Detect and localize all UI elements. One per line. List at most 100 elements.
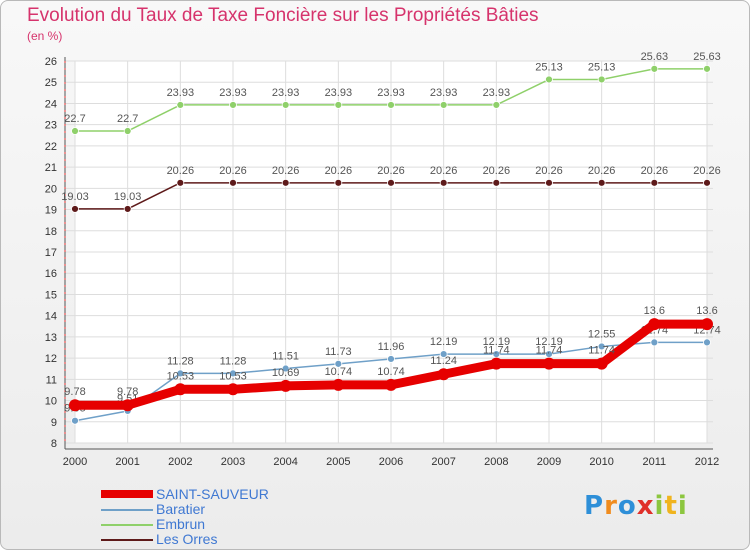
data-label-saint-sauveur: 11.74	[536, 345, 563, 357]
chart-legend: SAINT-SAUVEUR Baratier Embrun Les Orres	[101, 487, 321, 547]
data-label-saint-sauveur: 9.78	[64, 386, 85, 398]
data-label-baratier: 11.51	[272, 351, 299, 363]
data-point-saint-sauveur	[69, 399, 81, 412]
x-tick-label: 2005	[326, 456, 350, 468]
data-point-baratier	[545, 350, 553, 358]
y-tick-label: 17	[45, 247, 57, 259]
data-label-embrun: 25.13	[535, 61, 563, 73]
logo-letter: x	[636, 491, 655, 521]
data-point-baratier	[597, 342, 606, 351]
data-point-les-orres	[176, 178, 185, 187]
legend-label-saint-sauveur: SAINT-SAUVEUR	[156, 486, 269, 502]
data-point-les-orres	[545, 178, 553, 187]
data-label-saint-sauveur: 10.53	[219, 370, 247, 382]
data-label-saint-sauveur: 10.74	[377, 366, 405, 378]
data-point-les-orres	[71, 205, 79, 213]
data-label-saint-sauveur: 13.6	[644, 305, 665, 317]
y-tick-label: 12	[45, 353, 57, 365]
legend-item-saint-sauveur: SAINT-SAUVEUR	[101, 487, 321, 502]
logo-letter: r	[604, 491, 618, 521]
data-label-saint-sauveur: 11.74	[588, 345, 615, 357]
data-point-embrun	[176, 101, 185, 109]
y-tick-label: 20	[45, 183, 57, 195]
y-tick-label: 22	[45, 141, 57, 153]
data-point-baratier	[281, 364, 290, 373]
logo-letter: P	[584, 491, 605, 521]
legend-swatch-les-orres	[101, 539, 153, 541]
data-label-les-orres: 20.26	[325, 165, 353, 177]
data-label-les-orres: 20.26	[430, 165, 458, 177]
data-point-baratier	[387, 355, 395, 363]
y-tick-label: 23	[45, 120, 57, 132]
data-label-saint-sauveur: 13.6	[696, 305, 717, 317]
data-point-les-orres	[597, 178, 606, 187]
y-tick-label: 8	[51, 438, 57, 450]
x-tick-label: 2001	[115, 456, 139, 468]
y-tick-label: 10	[45, 396, 57, 408]
x-tick-label: 2006	[379, 456, 403, 468]
logo-letter: t	[664, 491, 678, 521]
data-label-les-orres: 20.26	[483, 165, 511, 177]
x-tick-label: 2008	[484, 456, 508, 468]
data-label-embrun: 23.93	[430, 87, 458, 99]
data-point-baratier	[229, 369, 237, 378]
x-tick-label: 2002	[168, 456, 192, 468]
data-point-les-orres	[123, 205, 132, 213]
x-tick-label: 2011	[643, 456, 667, 468]
data-point-saint-sauveur	[385, 378, 397, 391]
data-point-baratier	[71, 416, 79, 425]
data-point-embrun	[281, 101, 290, 109]
data-label-baratier: 11.96	[378, 341, 405, 353]
y-tick-label: 16	[45, 268, 57, 280]
data-label-les-orres: 20.26	[693, 165, 721, 177]
data-point-les-orres	[281, 178, 290, 187]
data-label-embrun: 25.63	[641, 51, 669, 63]
data-label-baratier: 11.28	[220, 355, 247, 367]
data-point-baratier	[650, 338, 659, 347]
data-label-les-orres: 20.26	[167, 165, 195, 177]
y-tick-label: 18	[45, 226, 57, 238]
data-point-saint-sauveur	[648, 318, 661, 331]
chart-title: Evolution du Taux de Taxe Foncière sur l…	[27, 5, 539, 26]
data-label-baratier: 11.73	[325, 346, 352, 358]
legend-label-baratier: Baratier	[156, 501, 206, 517]
data-point-les-orres	[439, 178, 448, 187]
data-point-embrun	[387, 101, 395, 109]
legend-item-baratier: Baratier	[101, 502, 321, 517]
data-point-embrun	[545, 75, 553, 84]
logo-letter: o	[617, 491, 637, 521]
data-label-embrun: 23.93	[483, 87, 511, 99]
data-point-embrun	[439, 101, 448, 109]
data-point-les-orres	[650, 178, 659, 187]
x-tick-label: 2007	[431, 456, 455, 468]
data-label-baratier: 12.55	[588, 328, 616, 340]
x-tick-label: 2010	[589, 456, 613, 468]
data-label-saint-sauveur: 10.74	[325, 366, 353, 378]
data-point-les-orres	[703, 178, 711, 187]
data-label-saint-sauveur: 10.53	[167, 370, 195, 382]
data-label-les-orres: 20.26	[272, 165, 300, 177]
legend-item-les-orres: Les Orres	[101, 532, 321, 547]
data-point-saint-sauveur	[227, 383, 239, 396]
y-tick-label: 11	[46, 374, 57, 386]
data-point-embrun	[123, 127, 132, 135]
legend-swatch-baratier	[101, 509, 153, 511]
data-label-embrun: 25.63	[693, 51, 721, 63]
data-point-baratier	[176, 369, 185, 378]
data-label-les-orres: 20.26	[641, 165, 669, 177]
y-tick-label: 21	[45, 162, 57, 174]
data-label-embrun: 23.93	[219, 87, 247, 99]
legend-swatch-embrun	[101, 524, 153, 526]
data-label-embrun: 22.7	[117, 113, 138, 125]
legend-label-les-orres: Les Orres	[156, 531, 218, 547]
data-point-baratier	[492, 350, 501, 358]
legend-label-embrun: Embrun	[156, 516, 206, 532]
data-point-saint-sauveur	[174, 383, 187, 396]
y-tick-label: 13	[45, 332, 57, 344]
y-tick-label: 26	[45, 56, 57, 68]
data-point-saint-sauveur	[595, 357, 608, 370]
data-label-saint-sauveur: 9.78	[117, 386, 138, 398]
data-label-les-orres: 19.03	[114, 191, 142, 203]
x-tick-label: 2000	[63, 456, 87, 468]
